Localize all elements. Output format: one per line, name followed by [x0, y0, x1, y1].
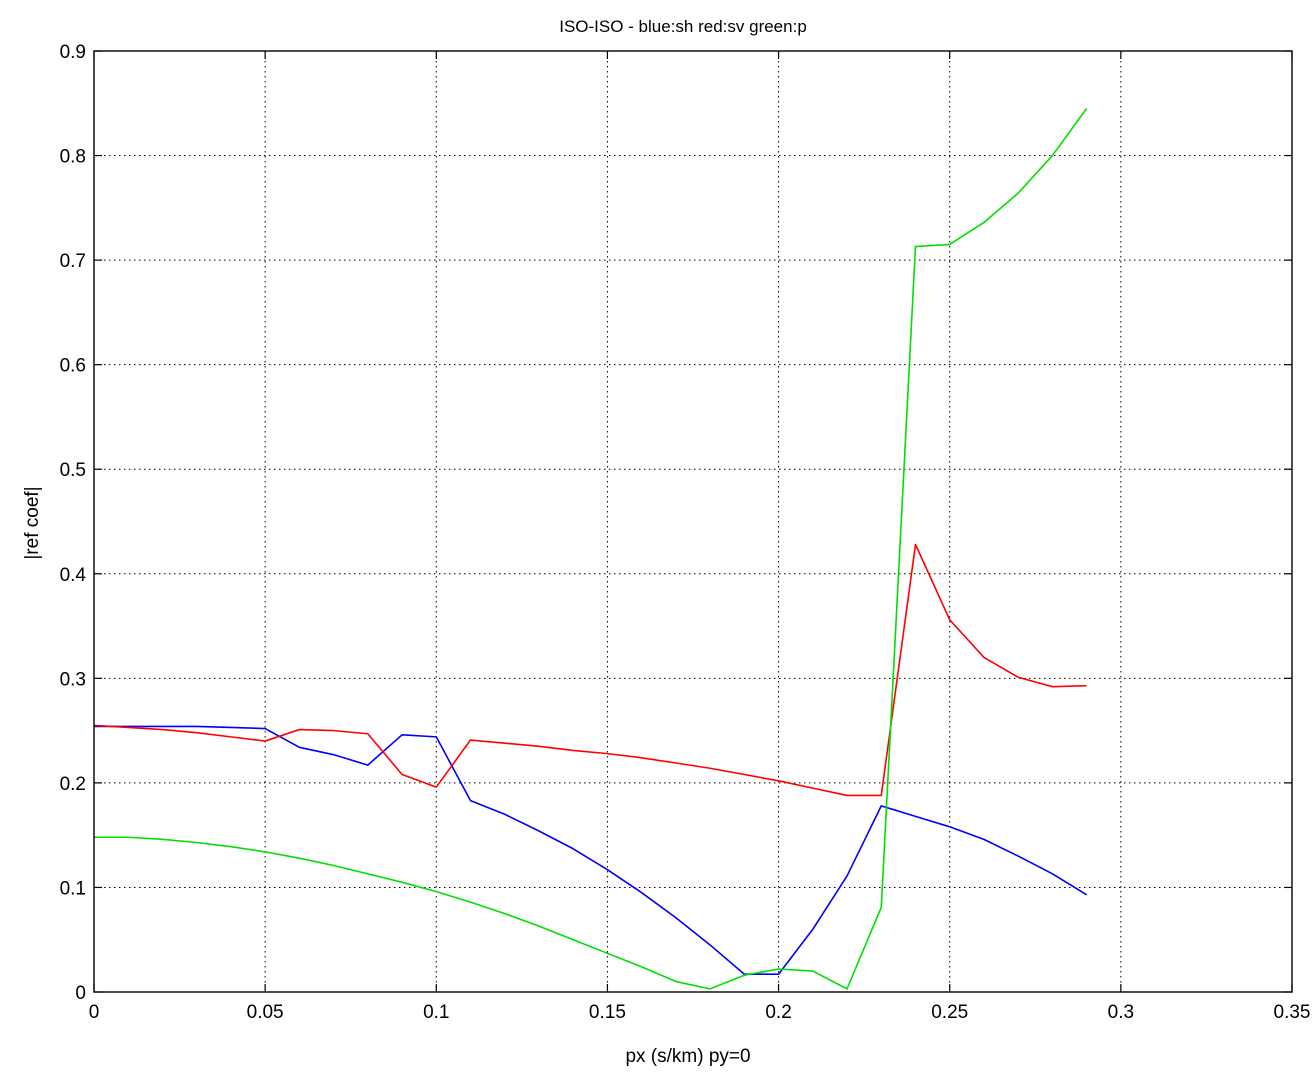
x-tick-label: 0.35 — [1274, 1002, 1311, 1023]
y-tick-label: 0.4 — [60, 565, 87, 586]
x-tick-label: 0.05 — [247, 1002, 284, 1023]
y-tick-label: 0 — [75, 983, 86, 1004]
tick-marks — [93, 50, 1293, 993]
x-axis-label: px (s/km) py=0 — [625, 1046, 750, 1067]
x-tick-labels: 0 0.05 0.1 0.15 0.2 0.25 0.3 0.35 — [89, 1002, 1311, 1023]
y-tick-label: 0.3 — [60, 669, 86, 690]
y-tick-label: 0.9 — [60, 42, 86, 63]
x-tick-label: 0 — [89, 1002, 100, 1023]
plot-frame — [93, 50, 1293, 993]
chart-title: ISO-ISO - blue:sh red:sv green:p — [559, 17, 807, 36]
plot-area-background — [94, 51, 1292, 992]
y-tick-label: 0.7 — [60, 251, 86, 272]
grid-lines — [94, 51, 1292, 992]
y-tick-label: 0.8 — [60, 147, 86, 168]
series-line-green — [94, 108, 1088, 990]
y-tick-label: 0.1 — [60, 878, 86, 899]
x-tick-label: 0.25 — [931, 1002, 968, 1023]
x-tick-label: 0.3 — [1108, 1002, 1134, 1023]
y-tick-label: 0.2 — [60, 774, 86, 795]
y-tick-label: 0.6 — [60, 356, 86, 377]
y-tick-labels: 0 0.1 0.2 0.3 0.4 0.5 0.6 0.7 0.8 0.9 — [60, 42, 87, 1004]
series-line-red — [93, 543, 1087, 797]
series-line-blue — [94, 725, 1088, 976]
y-axis-label: |ref coef| — [22, 486, 43, 559]
x-tick-label: 0.1 — [423, 1002, 449, 1023]
series-lines — [93, 108, 1088, 990]
x-tick-label: 0.15 — [589, 1002, 626, 1023]
y-tick-label: 0.5 — [60, 460, 86, 481]
x-tick-label: 0.2 — [765, 1002, 791, 1023]
